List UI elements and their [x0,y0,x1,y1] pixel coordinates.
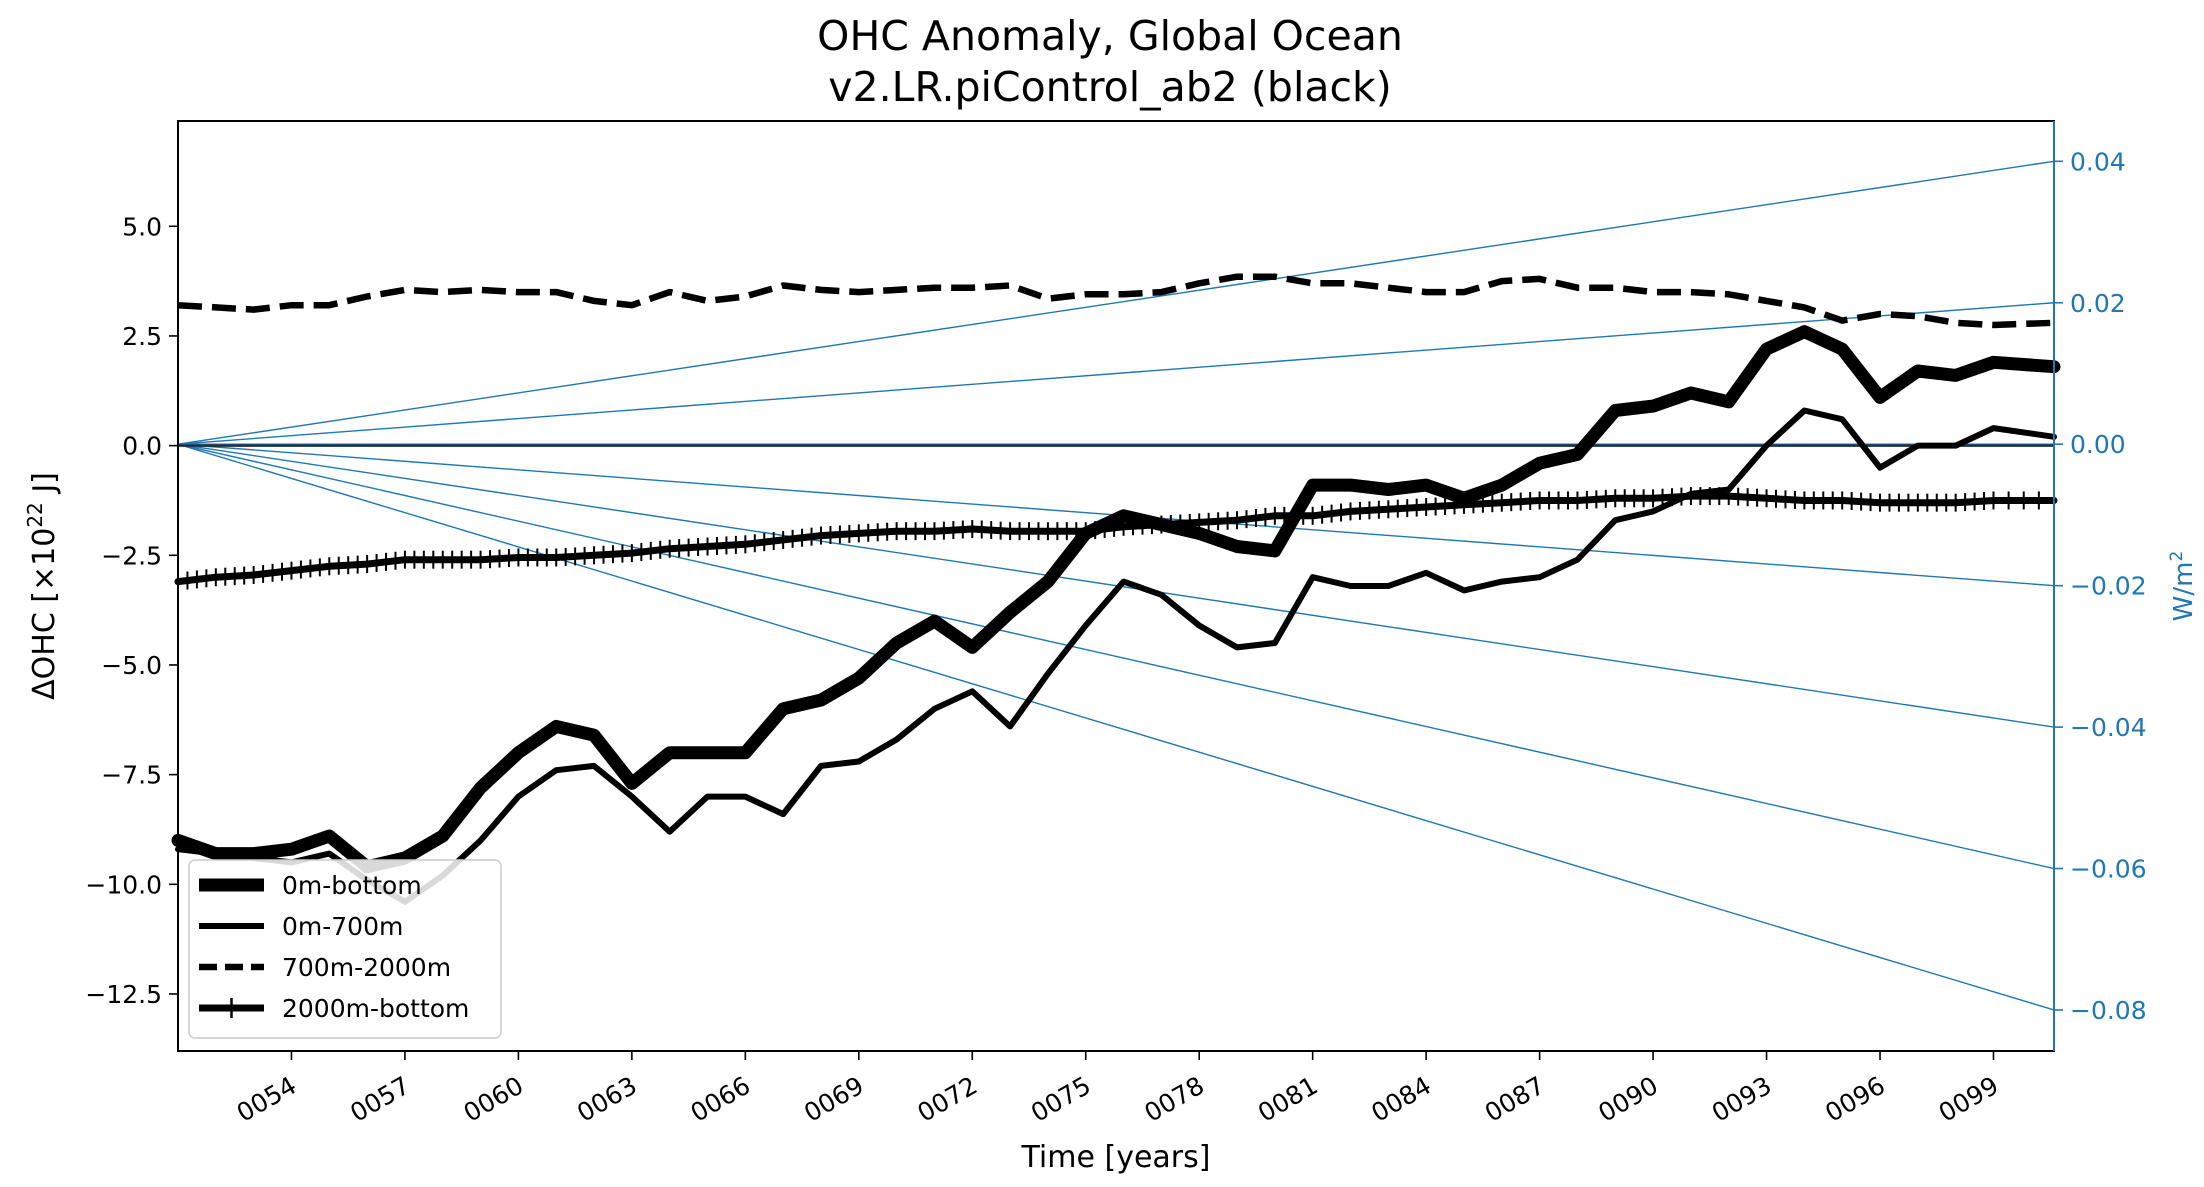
legend-label-700m-2000m: 700m-2000m [282,953,451,982]
x-tick-label: 0054 [232,1071,302,1128]
y-tick-label: 0.0 [122,432,162,461]
reference-line-6 [177,443,2055,1011]
x-tick-label: 0063 [572,1071,642,1128]
x-tick-label: 0093 [1707,1071,1777,1128]
y-axis-label-exponent: 22 [23,502,47,527]
right-axis-ticks: 0.04 0.02 0.00 −0.02 −0.04 −0.06 −0.08 [2054,147,2147,1025]
x-tick-label: 0084 [1366,1071,1436,1128]
y-axis-label: ΔOHC [×1022 J] [23,472,62,700]
right-axis-label-main: W/m [2169,562,2199,622]
legend-label-0m-700m: 0m-700m [282,912,403,941]
right-tick-label: −0.02 [2070,572,2147,601]
x-tick-label: 0072 [913,1071,983,1128]
right-axis-label-exponent: 2 [2167,551,2187,562]
x-tick-label: 0066 [686,1071,756,1128]
series-line-2000m-bottom [174,492,2058,586]
series-line-0m-700m [175,407,2057,905]
legend-box [188,859,502,1039]
y-tick-label: 5.0 [122,212,162,241]
legend-label-0m-bottom: 0m-bottom [282,871,422,900]
reference-line-1 [177,302,2055,445]
y-tick-label: −2.5 [101,541,162,570]
y-tick-label: 2.5 [122,322,162,351]
right-tick-label: 0.04 [2070,147,2126,176]
chart-title-line-2: v2.LR.piControl_ab2 (black) [828,63,1392,111]
right-tick-label: −0.08 [2070,996,2147,1025]
reference-line-0 [177,160,2055,445]
x-tick-label: 0096 [1820,1071,1890,1128]
x-tick-label: 0081 [1253,1071,1323,1128]
y-axis-label-main: ΔOHC [×10 [27,528,62,700]
reference-line-4 [177,443,2055,728]
right-axis-label: W/m2 [2167,551,2199,622]
y-tick-label: −7.5 [101,761,162,790]
y-axis-ticks: 5.0 2.5 0.0 −2.5 −5.0 −7.5 −10.0 −12.5 [85,212,178,1009]
y-tick-label: −12.5 [85,980,162,1009]
right-tick-label: −0.04 [2070,713,2147,742]
x-tick-label: 0078 [1139,1071,1209,1128]
x-tick-label: 0087 [1480,1071,1550,1128]
x-axis-label: Time [years] [1021,1140,1211,1175]
reference-line-5 [177,443,2055,870]
reference-lines [177,160,2055,1011]
x-axis-ticks: 0054 0057 0060 0063 0066 0069 0072 0075 0078 0081… [232,1051,2004,1128]
legend-label-2000m-bottom: 2000m-bottom [282,994,469,1023]
x-tick-label: 0060 [459,1071,529,1128]
chart-title-line-1: OHC Anomaly, Global Ocean [817,12,1403,60]
x-tick-label: 0090 [1593,1071,1663,1128]
y-tick-label: −5.0 [101,651,162,680]
series-group [171,273,2061,905]
right-tick-label: 0.02 [2070,289,2126,318]
x-tick-label: 0069 [799,1071,869,1128]
series-line-700m-2000m [177,273,2055,329]
right-tick-label: 0.00 [2070,430,2126,459]
y-tick-label: −10.0 [85,870,162,899]
legend: 0m-bottom 0m-700m 700m-2000m 2000m-bottom [188,859,502,1039]
x-tick-label: 0099 [1934,1071,2004,1128]
series-line-0m-bottom [171,325,2061,874]
x-tick-label: 0075 [1026,1071,1096,1128]
x-tick-label: 0057 [345,1071,415,1128]
right-tick-label: −0.06 [2070,855,2147,884]
y-axis-label-unit: J] [27,472,62,502]
